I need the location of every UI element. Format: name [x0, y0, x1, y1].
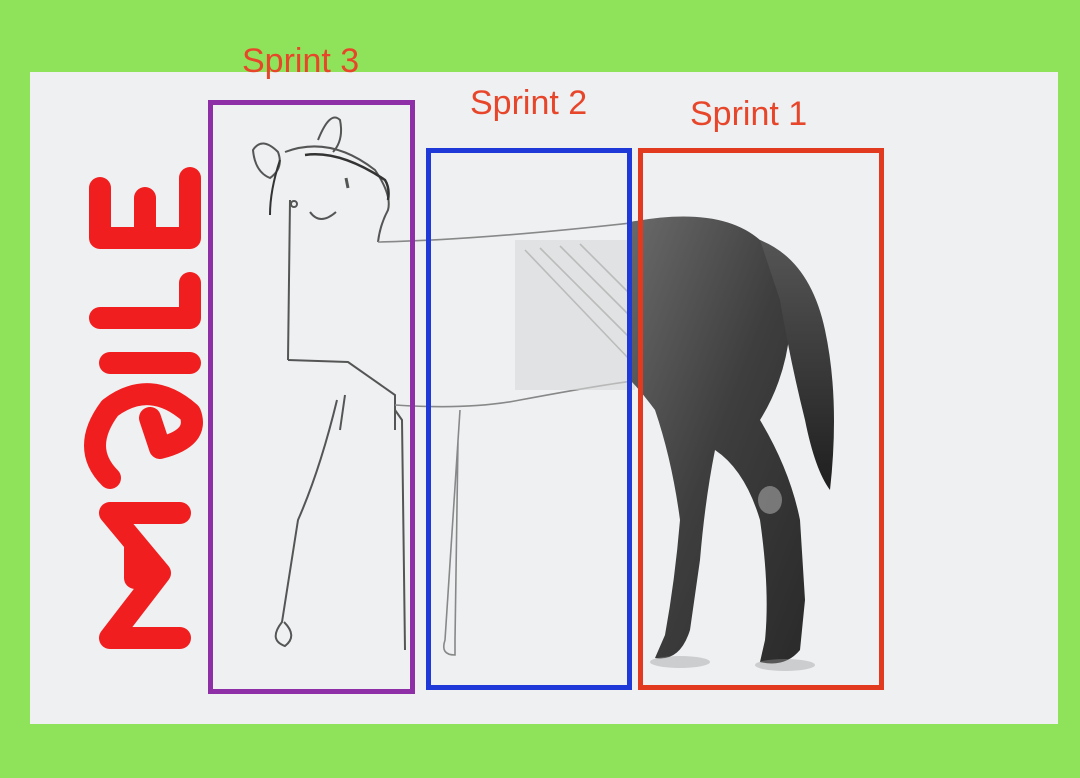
- sprint-1-label: Sprint 1: [690, 97, 807, 131]
- agile-handwritten-text: AGILE: [40, 118, 240, 678]
- sprint-1-box: [638, 148, 884, 690]
- sprint-2-box: [426, 148, 632, 690]
- sprint-3-label: Sprint 3: [242, 44, 359, 78]
- sprint-2-label: Sprint 2: [470, 86, 587, 120]
